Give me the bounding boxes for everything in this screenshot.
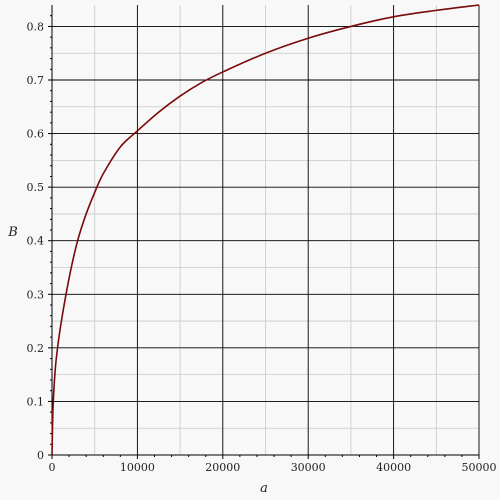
y-tick-label: 0.5 [27, 181, 45, 194]
axes [48, 5, 480, 459]
x-tick-labels: 0 10000 20000 30000 40000 50000 [49, 461, 497, 474]
series-line [51, 4, 480, 456]
x-tick-label: 30000 [291, 461, 326, 474]
y-tick-label: 0.1 [27, 395, 45, 408]
major-grid [52, 5, 480, 455]
x-tick-label: 10000 [120, 461, 155, 474]
x-tick-label: 50000 [462, 461, 497, 474]
x-tick-label: 20000 [205, 461, 240, 474]
x-axis-label: a [260, 481, 268, 496]
y-axis-label: B [7, 225, 18, 240]
series-group [51, 4, 480, 456]
x-tick-label: 40000 [376, 461, 411, 474]
y-tick-label: 0.4 [27, 235, 45, 248]
y-tick-label: 0.2 [27, 342, 45, 355]
x-tick-label: 0 [49, 461, 56, 474]
y-tick-label: 0 [37, 449, 44, 462]
y-tick-label: 0.3 [27, 288, 45, 301]
y-tick-labels: 0 0.1 0.2 0.3 0.4 0.5 0.6 0.7 0.8 [27, 20, 45, 462]
y-tick-label: 0.8 [27, 20, 45, 33]
y-tick-label: 0.6 [27, 128, 45, 141]
y-tick-label: 0.7 [27, 74, 45, 87]
